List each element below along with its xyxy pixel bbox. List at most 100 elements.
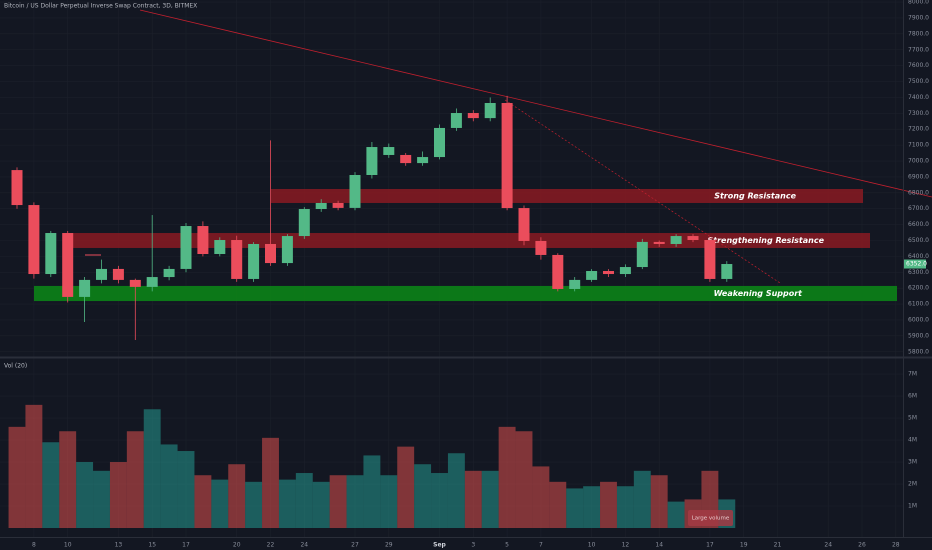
candle-body: [603, 271, 614, 275]
volume-bar: [312, 481, 330, 528]
x-tick-label: 27: [351, 542, 359, 549]
y-tick-label: 6500.0: [908, 237, 929, 244]
volume-bar: [363, 455, 381, 528]
candle-body: [332, 202, 344, 208]
candle-body: [434, 127, 445, 158]
volume-tick-label: 2M: [908, 481, 917, 488]
y-tick-label: 6600.0: [908, 221, 929, 228]
candle-body: [298, 209, 310, 237]
x-tick-label: 21: [774, 542, 782, 549]
candle-body: [653, 241, 665, 244]
volume-bar: [143, 409, 161, 528]
zone-label: Strong Resistance: [714, 191, 796, 200]
chart-title: Bitcoin / US Dollar Perpetual Inverse Sw…: [4, 3, 197, 10]
candle-body: [129, 279, 141, 287]
candle-body: [366, 147, 378, 176]
x-tick-label: 29: [385, 542, 393, 549]
candle-body: [11, 170, 23, 206]
volume-bar: [414, 464, 432, 528]
x-tick-label: 12: [622, 542, 630, 549]
y-tick-label: 6100.0: [908, 301, 929, 308]
x-tick-label: 10: [64, 542, 72, 549]
candle-body: [45, 233, 57, 275]
candle-body: [484, 102, 496, 119]
candle-body: [518, 208, 530, 241]
volume-bar: [498, 426, 516, 528]
volume-bar: [59, 431, 77, 528]
candle-body: [96, 268, 107, 280]
candle-body: [28, 205, 40, 275]
candle-body: [636, 241, 648, 268]
y-tick-label: 7900.0: [908, 14, 929, 21]
tooltip-box: [688, 510, 733, 526]
y-tick-label: 6400.0: [908, 253, 929, 260]
trend-line-dotted: [504, 99, 781, 284]
candle-body: [467, 113, 479, 119]
trend-line: [139, 9, 932, 198]
zone: [34, 285, 897, 302]
tooltip: Large volume: [692, 516, 730, 522]
candle-body: [619, 267, 631, 275]
volume-bar: [549, 481, 567, 528]
y-tick-label: 7600.0: [908, 62, 929, 69]
volume-bar: [25, 404, 43, 528]
x-tick-label: 24: [824, 542, 832, 549]
last-price-label: 6352.0: [906, 261, 927, 268]
y-tick-label: 6300.0: [908, 269, 929, 276]
volume-bar: [532, 466, 550, 528]
y-tick-label: 6000.0: [908, 316, 929, 323]
volume-bar: [295, 473, 313, 528]
x-tick-label: 22: [267, 542, 275, 549]
volume-bar: [464, 470, 482, 528]
candle-body: [400, 154, 412, 164]
volume-bar: [650, 475, 668, 528]
y-tick-label: 6700.0: [908, 205, 929, 212]
volume-bar: [42, 442, 60, 528]
volume-bar: [380, 475, 398, 528]
x-tick-label: 5: [505, 542, 509, 549]
candle-body: [704, 240, 716, 279]
zone-label: Strengthening Resistance: [707, 236, 824, 245]
x-tick-label: 17: [182, 542, 190, 549]
candle-body: [163, 268, 175, 278]
candle-body: [501, 102, 513, 209]
volume-bar: [194, 475, 212, 528]
volume-tick-label: 7M: [908, 371, 917, 378]
candle-body: [670, 236, 682, 244]
y-tick-label: 7500.0: [908, 78, 929, 85]
candle-body: [231, 240, 243, 279]
volume-bar: [431, 473, 448, 528]
volume-bar: [126, 431, 144, 528]
y-tick-label: 7700.0: [908, 46, 929, 53]
volume-bar: [109, 462, 127, 528]
x-tick-label: 24: [300, 542, 308, 549]
y-tick-label: 6800.0: [908, 189, 929, 196]
volume-bar: [566, 488, 584, 528]
y-tick-label: 6200.0: [908, 285, 929, 292]
volume-bar: [245, 481, 263, 528]
candle-body: [197, 226, 209, 255]
volume-bar: [160, 444, 178, 528]
candle-body: [569, 279, 581, 289]
volume-bar: [346, 475, 364, 528]
volume-bar: [177, 451, 195, 528]
axes: 5800.0 5900.0 6000.0 6100.0 6200.0 6300.0 6400…: [32, 0, 929, 549]
volume-bar: [600, 481, 617, 528]
x-tick-label: 19: [740, 542, 748, 549]
candle-body: [349, 175, 361, 208]
x-tick-label: 7: [539, 542, 543, 549]
candle-body: [535, 240, 547, 255]
candle-body: [721, 264, 733, 279]
candle-body: [417, 157, 429, 164]
y-tick-label: 8000.0: [908, 0, 929, 6]
volume-label: Vol (20): [4, 363, 27, 370]
y-tick-label: 7000.0: [908, 158, 929, 165]
volume-tick-label: 1M: [908, 503, 917, 510]
volume-bar: [76, 462, 94, 528]
candle-body: [180, 226, 192, 269]
volume-bar: [397, 446, 415, 528]
y-tick-label: 5900.0: [908, 332, 929, 339]
volume-bar: [329, 475, 347, 528]
x-tick-label: 20: [233, 542, 241, 549]
volume-tick-label: 3M: [908, 459, 917, 466]
